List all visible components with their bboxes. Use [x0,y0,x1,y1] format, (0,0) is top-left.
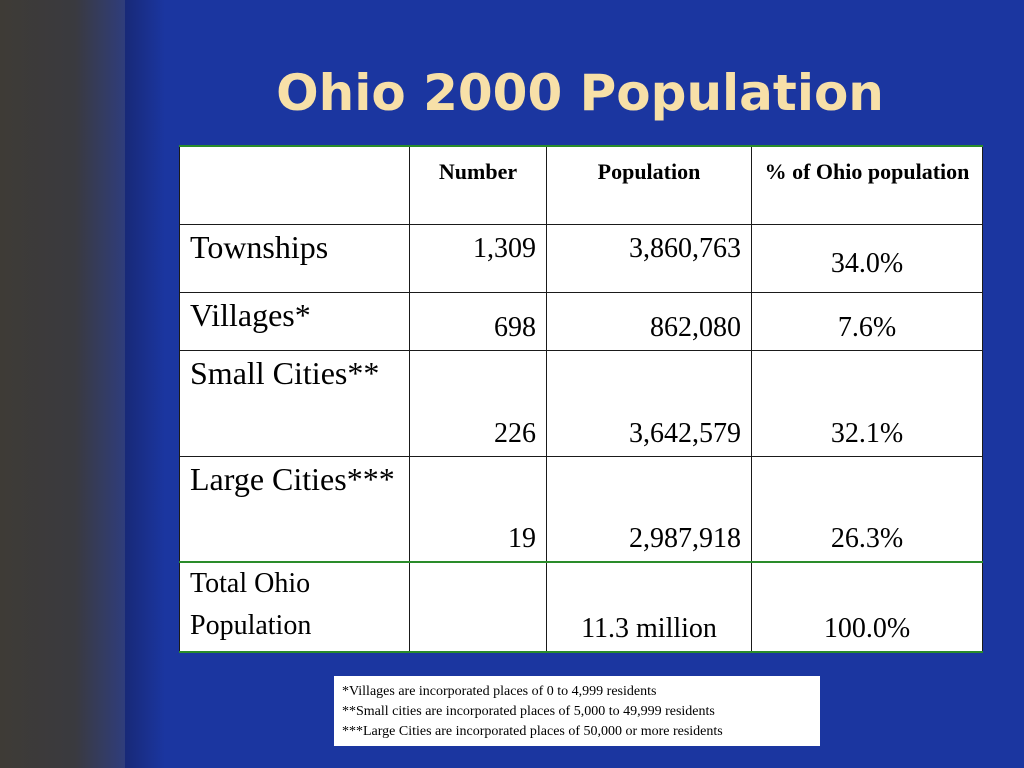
side-decoration-bar [0,0,125,768]
table-header-row: Number Population % of Ohio population [179,145,983,225]
table-row: Townships 1,309 3,860,763 34.0% [179,223,983,293]
slide-title: Ohio 2000 Population [276,64,884,122]
header-population: Population [546,145,752,225]
cell-population: 2,987,918 [546,455,752,563]
table-row: Large Cities*** 19 2,987,918 26.3% [179,455,983,563]
header-empty [179,145,410,225]
population-table: Number Population % of Ohio population T… [179,145,983,653]
cell-number: 19 [409,455,547,563]
cell-number: 698 [409,291,547,351]
cell-percent: 32.1% [751,349,983,457]
row-label-townships: Townships [179,223,410,293]
row-label-large-cities: Large Cities*** [179,455,410,563]
header-percent: % of Ohio population [751,145,983,225]
cell-number [409,561,547,653]
table-row: Small Cities** 226 3,642,579 32.1% [179,349,983,457]
cell-population: 11.3 million [546,561,752,653]
row-label-villages: Villages* [179,291,410,351]
cell-population: 3,860,763 [546,223,752,293]
cell-number: 1,309 [409,223,547,293]
cell-population: 3,642,579 [546,349,752,457]
cell-percent: 26.3% [751,455,983,563]
footnote-box: *Villages are incorporated places of 0 t… [334,676,820,746]
row-label-small-cities: Small Cities** [179,349,410,457]
table-row: Villages* 698 862,080 7.6% [179,291,983,351]
row-label-total: Total Ohio Population [179,561,410,653]
footnote-small-cities: **Small cities are incorporated places o… [342,704,715,719]
cell-percent: 7.6% [751,291,983,351]
table-total-row: Total Ohio Population 11.3 million 100.0… [179,561,983,653]
cell-number: 226 [409,349,547,457]
cell-percent: 100.0% [751,561,983,653]
cell-population: 862,080 [546,291,752,351]
footnote-villages: *Villages are incorporated places of 0 t… [342,684,657,699]
side-shadow [125,0,165,768]
footnote-large-cities: ***Large Cities are incorporated places … [342,724,723,739]
cell-percent: 34.0% [751,223,983,293]
header-number: Number [409,145,547,225]
